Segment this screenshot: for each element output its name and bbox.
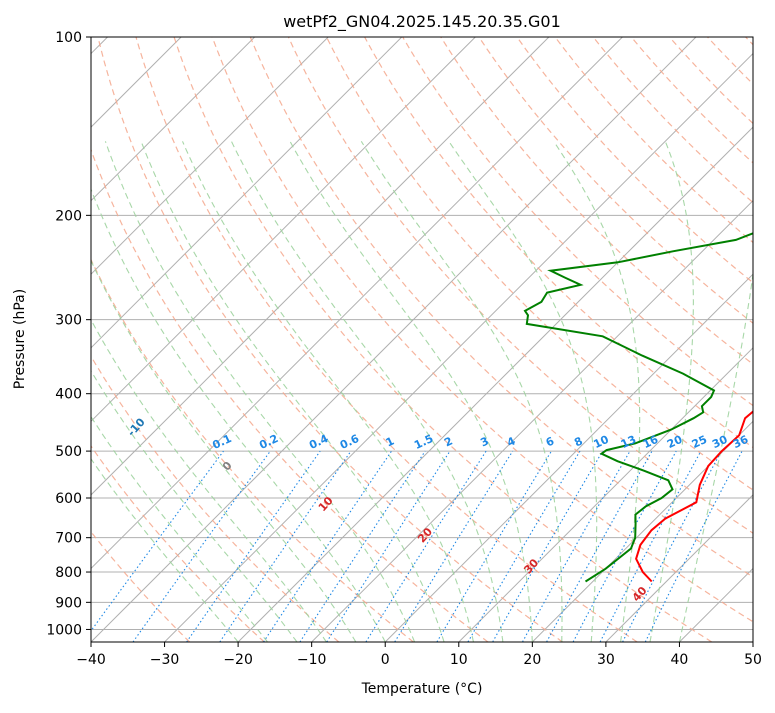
y-tick-label: 400 [55, 387, 82, 403]
x-tick-label: 40 [671, 652, 689, 668]
x-axis-title: Temperature (°C) [361, 681, 483, 697]
x-tick-label: 30 [597, 652, 615, 668]
x-tick-label: 20 [523, 652, 541, 668]
x-tick-label: 0 [381, 652, 390, 668]
y-tick-label: 900 [55, 595, 82, 611]
y-axis-title: Pressure (hPa) [12, 289, 28, 389]
x-tick-label: 10 [450, 652, 468, 668]
y-tick-label: 200 [55, 208, 82, 224]
x-tick-label: −10 [297, 652, 327, 668]
y-tick-label: 800 [55, 565, 82, 581]
y-tick-label: 600 [55, 491, 82, 507]
x-tick-label: 50 [744, 652, 762, 668]
x-tick-label: −30 [150, 652, 180, 668]
y-tick-label: 100 [55, 30, 82, 46]
y-tick-label: 300 [55, 313, 82, 329]
y-tick-label: 1000 [46, 622, 82, 638]
y-tick-label: 700 [55, 531, 82, 547]
x-tick-label: −20 [223, 652, 253, 668]
y-tick-label: 500 [55, 444, 82, 460]
x-tick-label: −40 [76, 652, 106, 668]
chart-title: wetPf2_GN04.2025.145.20.35.G01 [283, 12, 561, 32]
